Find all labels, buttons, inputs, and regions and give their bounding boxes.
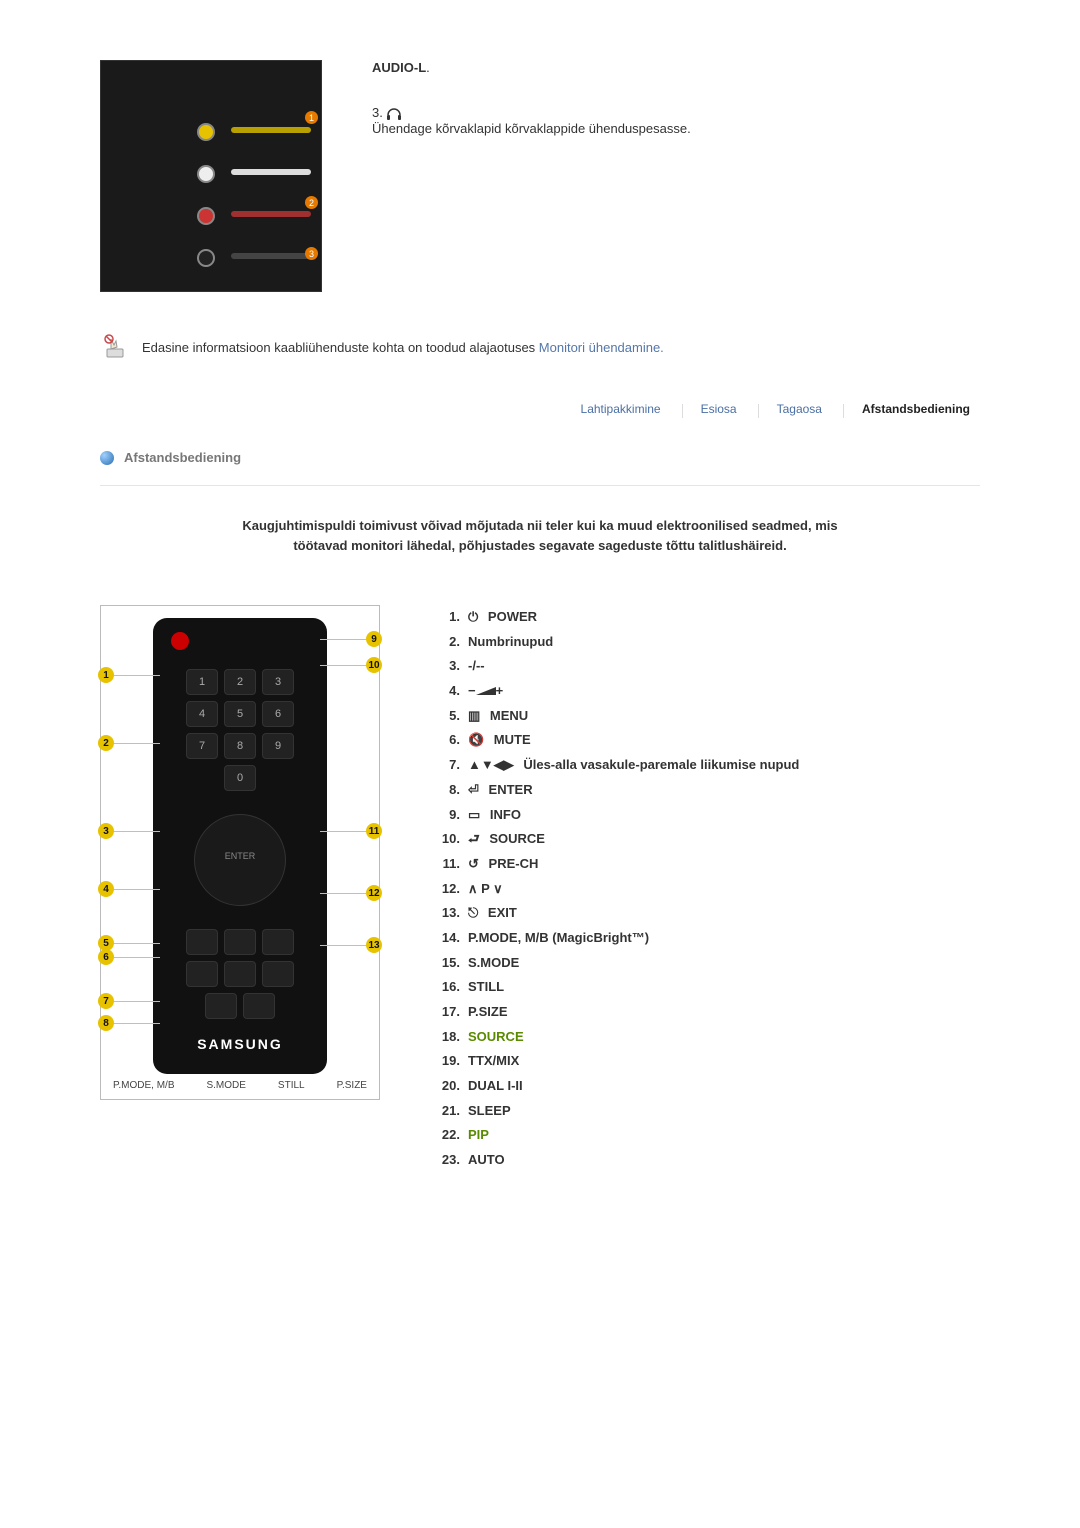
prech-icon: ↺ [468, 852, 479, 877]
note-link[interactable]: Monitori ühendamine. [539, 340, 664, 355]
power-icon: ⏻ [468, 605, 478, 630]
remote-diagram: 1234567890 ENTER SAMSUNG P.MODE, M/BS.MO… [100, 605, 380, 1100]
globe-icon [100, 451, 114, 465]
headphone-icon [386, 105, 402, 120]
note-text: Edasine informatsioon kaabliühenduste ko… [142, 340, 664, 355]
divider [100, 485, 980, 486]
note-cursor-icon [100, 332, 130, 362]
function-item: 20.DUAL I-II [430, 1074, 799, 1099]
info-icon: ▭ [468, 803, 480, 828]
function-item: 11.↺ PRE-CH [430, 852, 799, 877]
function-item: 15.S.MODE [430, 951, 799, 976]
step-number: 3. [372, 105, 383, 120]
enter-icon: ⏎ [468, 778, 479, 803]
tab-tagaosa[interactable]: Tagaosa [777, 402, 822, 420]
source-icon: ⮐ [468, 827, 480, 852]
function-item: 1.⏻ POWER [430, 605, 799, 630]
function-item: 16.STILL [430, 975, 799, 1000]
tab-lahtipakkimine[interactable]: Lahtipakkimine [581, 402, 661, 420]
function-item: 22.PIP [430, 1123, 799, 1148]
tab-esiosa[interactable]: Esiosa [701, 402, 737, 420]
function-item: 12.∧ P ∨ [430, 877, 799, 902]
function-item: 21.SLEEP [430, 1099, 799, 1124]
function-item: 17.P.SIZE [430, 1000, 799, 1025]
arrows-icon: ▲▼◀▶ [468, 753, 514, 778]
function-item: 9.▭ INFO [430, 803, 799, 828]
function-item: 2.Numbrinupud [430, 630, 799, 655]
function-item: 18.SOURCE [430, 1025, 799, 1050]
tab-afstandsbediening[interactable]: Afstandsbediening [862, 402, 970, 420]
function-item: 23.AUTO [430, 1148, 799, 1173]
tab-bar: Lahtipakkimine Esiosa Tagaosa Afstandsbedie… [100, 402, 980, 420]
function-item: 19.TTX/MIX [430, 1049, 799, 1074]
function-item: 3.-/-- [430, 654, 799, 679]
function-item: 8.⏎ ENTER [430, 778, 799, 803]
function-item: 5.▥ MENU [430, 704, 799, 729]
mute-icon: 🔇 [468, 728, 484, 753]
function-item: 14.P.MODE, M/B (MagicBright™) [430, 926, 799, 951]
function-item: 13.⎋ EXIT [430, 901, 799, 926]
function-item: 7.▲▼◀▶ Üles-alla vasakule-paremale liiku… [430, 753, 799, 778]
function-list: 1.⏻ POWER2.Numbrinupud3.-/--4.− +5.▥ MEN… [430, 605, 799, 1173]
function-item: 10.⮐ SOURCE [430, 827, 799, 852]
function-item: 4.− + [430, 679, 799, 704]
step-text: Ühendage kõrvaklapid kõrvaklappide ühend… [372, 121, 691, 136]
audio-title-suffix: . [426, 60, 430, 75]
section-title: Afstandsbediening [124, 450, 241, 465]
function-item: 6.🔇 MUTE [430, 728, 799, 753]
intro-text: Kaugjuhtimispuldi toimivust võivad mõjut… [130, 516, 950, 555]
audio-title: AUDIO-L [372, 60, 426, 75]
menu-icon: ▥ [468, 704, 480, 729]
connector-panel-image: 1 2 3 [100, 60, 322, 292]
exit-icon: ⎋ [468, 901, 478, 926]
